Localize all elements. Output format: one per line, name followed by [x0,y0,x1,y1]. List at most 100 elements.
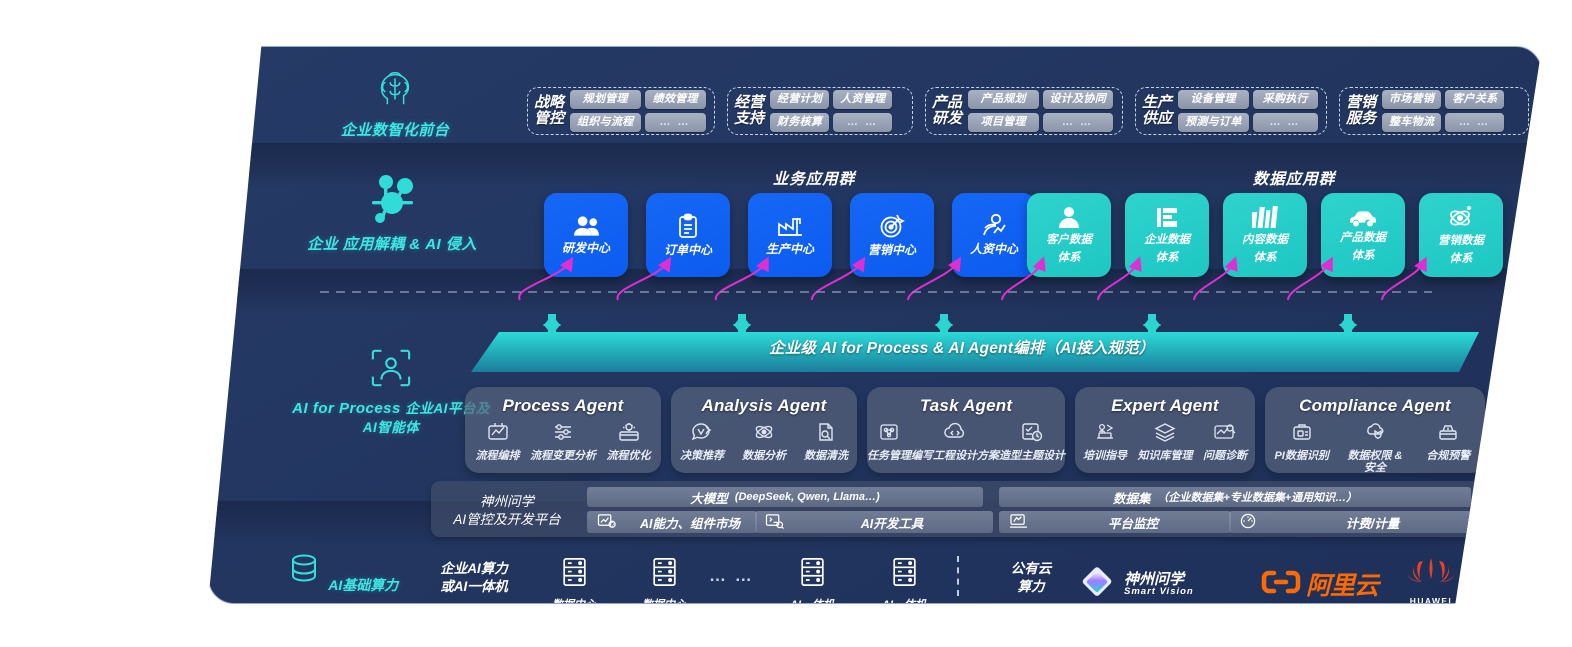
brain-head-icon [305,65,485,116]
agent-card-task[interactable]: Task Agent 任务管理 [867,387,1065,473]
agent-name: Analysis Agent [701,396,827,415]
agent-card-compliance[interactable]: Compliance Agent PI数据识别 [1265,387,1485,475]
domain-chip[interactable]: 预测与订单 [1178,113,1249,132]
domain-chip[interactable]: 设计及协同 [1042,90,1114,109]
ai-for-process-label-line1: AI for Process [292,400,401,417]
huawei-logo-icon [1405,556,1457,595]
molecule-icon [297,173,487,230]
id-lock-icon [1291,422,1313,447]
data-card-content[interactable]: 内容数据 体系 [1223,193,1307,277]
data-card-label-line2: 体系 [1449,253,1473,265]
training-icon [1094,422,1116,447]
vendor-shenzhou[interactable]: 神州问学 Smart Vision [1077,562,1194,603]
alert-box-icon [1437,422,1459,447]
domain-group-name: 产品 研发 [932,93,963,127]
domain-chip[interactable]: 采购执行 [1252,90,1318,109]
domain-chip[interactable]: 绩效管理 [644,90,706,109]
platform-bar-monitor[interactable]: 平台监控 [999,511,1231,533]
app-card-production-center[interactable]: 生产中心 [748,193,832,277]
domain-chip-list: 规划管理 绩效管理 组织与流程 … … [570,90,706,132]
domain-group-production-supply: 生产 供应 设备管理 采购执行 预测与订单 … … [1135,87,1327,135]
speech-ai-icon [691,422,713,447]
domain-group-name: 生产 供应 [1142,93,1173,127]
agent-capability[interactable]: 流程编排 [465,422,530,462]
domain-chip[interactable]: 经营计划 [770,90,830,109]
database-icon [284,554,328,594]
platform-bar-dataset[interactable]: 数据集 （企业数据集+专业数据集+通用知识…） [999,487,1471,507]
domain-chip[interactable]: 设备管理 [1178,90,1249,109]
domain-chip[interactable]: 产品规划 [968,90,1039,109]
vendor-name: 神州问学 [1124,570,1185,588]
domain-chip[interactable]: … … [1252,113,1318,132]
domain-group-name: 经营 支持 [734,93,765,127]
data-card-label-line2: 体系 [1057,252,1081,264]
agent-card-analysis[interactable]: Analysis Agent 决策推荐 [671,387,857,473]
agent-capability[interactable]: 数据权限 & 安全 [1338,422,1411,475]
agent-card-process[interactable]: Process Agent 流程编排 [465,387,661,473]
platform-bar-billing[interactable]: 计费/计量 [1229,511,1481,533]
domain-chip[interactable]: 市场营销 [1382,90,1442,109]
agent-capability[interactable]: 任务管理 [867,422,911,462]
server-icon [561,557,588,592]
domain-group-name: 战略 管控 [534,93,565,127]
agent-card-expert[interactable]: Expert Agent 培训指导 [1075,387,1255,473]
agent-capability[interactable]: 合规预警 [1412,422,1485,475]
platform-bar-ai-devtools[interactable]: AI开发工具 [755,511,993,533]
domain-group-marketing-service: 营销 服务 市场营销 客户关系 整车物流 … … [1339,87,1529,135]
vendor-subtitle: Smart Vision [1124,586,1194,598]
front-office-label: 企业数智化前台 [340,122,450,139]
infra-ai-appliance-2[interactable]: AI一体机 [859,557,949,603]
infra-data-center-2[interactable]: 数据中心 [619,557,709,603]
agent-capability[interactable]: 流程变更分析 [530,422,596,462]
agent-capability-list: 任务管理 编写工程设计方案 [867,422,1065,462]
domain-chip[interactable]: 项目管理 [968,113,1039,132]
data-card-customer[interactable]: 客户数据 体系 [1027,193,1111,277]
agent-capability[interactable]: 编写工程设计方案 [911,422,999,462]
domain-chip[interactable]: 客户关系 [1445,90,1505,109]
domain-chip[interactable]: … … [1445,113,1505,132]
diamond-logo-icon [1077,562,1117,603]
layer-ai-for-process: AI for Process 企业AI平台及 AI智能体 企业级 AI for … [209,309,1541,545]
agent-capability[interactable]: PI数据识别 [1265,422,1338,475]
app-card-marketing-center[interactable]: 营销中心 [850,193,934,277]
platform-bar-ai-market[interactable]: AI能力、组件市场 [587,511,757,533]
agent-capability[interactable]: 问题诊断 [1195,422,1255,462]
infra-ai-appliance-1[interactable]: AI一体机 [767,557,857,603]
vendor-huawei[interactable]: HUAWEI [1405,556,1457,603]
agent-capability[interactable]: 流程优化 [596,422,661,462]
data-card-marketing[interactable]: 营销数据 体系 [1419,193,1503,277]
atom-small-icon [753,422,775,447]
domain-chip-list: 经营计划 人资管理 财务核算 … … [770,90,893,132]
front-office-left-label: 企业数智化前台 [305,65,485,141]
agent-capability[interactable]: 数据清洗 [795,422,857,462]
domain-chip-list: 产品规划 设计及协同 项目管理 … … [968,90,1114,132]
domain-chip[interactable]: 规划管理 [570,90,641,109]
data-card-product[interactable]: 产品数据 体系 [1321,193,1405,277]
agent-capability[interactable]: 数据分析 [733,422,795,462]
server-icon [799,557,826,592]
infra-data-center-1[interactable]: 数据中心 [529,557,619,603]
agent-capability[interactable]: 培训指导 [1075,422,1135,462]
agent-capability[interactable]: 决策推荐 [671,422,733,462]
domain-chip[interactable]: 整车物流 [1382,113,1442,132]
app-card-order-center[interactable]: 订单中心 [646,193,730,277]
domain-chip[interactable]: 人资管理 [833,90,893,109]
domain-chip[interactable]: … … [644,113,706,132]
data-card-label-line2: 体系 [1253,252,1277,264]
agent-capability[interactable]: 造型主题设计 [999,422,1065,462]
data-card-enterprise[interactable]: 企业数据 体系 [1125,193,1209,277]
car-icon [1348,207,1378,227]
agent-capability[interactable]: 知识库管理 [1135,422,1195,462]
platform-bar-llm[interactable]: 大模型 (DeepSeek, Qwen, Llama…) [587,487,983,507]
checklist-clock-icon [1021,422,1043,447]
domain-chip[interactable]: … … [1042,113,1114,132]
domain-chip[interactable]: 财务核算 [770,113,830,132]
domain-chip[interactable]: … … [833,113,893,132]
layer-front-office: 企业数智化前台 战略 管控 规划管理 绩效管理 组织与流程 … … 经营 支持 [209,47,1541,187]
domain-chip[interactable]: 组织与流程 [570,113,641,132]
data-app-group-title: 数据应用群 [1252,171,1336,188]
app-card-hr-center[interactable]: 人资中心 [952,193,1036,277]
app-card-rd-center[interactable]: 研发中心 [544,193,628,277]
factory-icon [776,214,804,238]
vendor-aliyun[interactable]: 阿里云 [1261,566,1379,602]
